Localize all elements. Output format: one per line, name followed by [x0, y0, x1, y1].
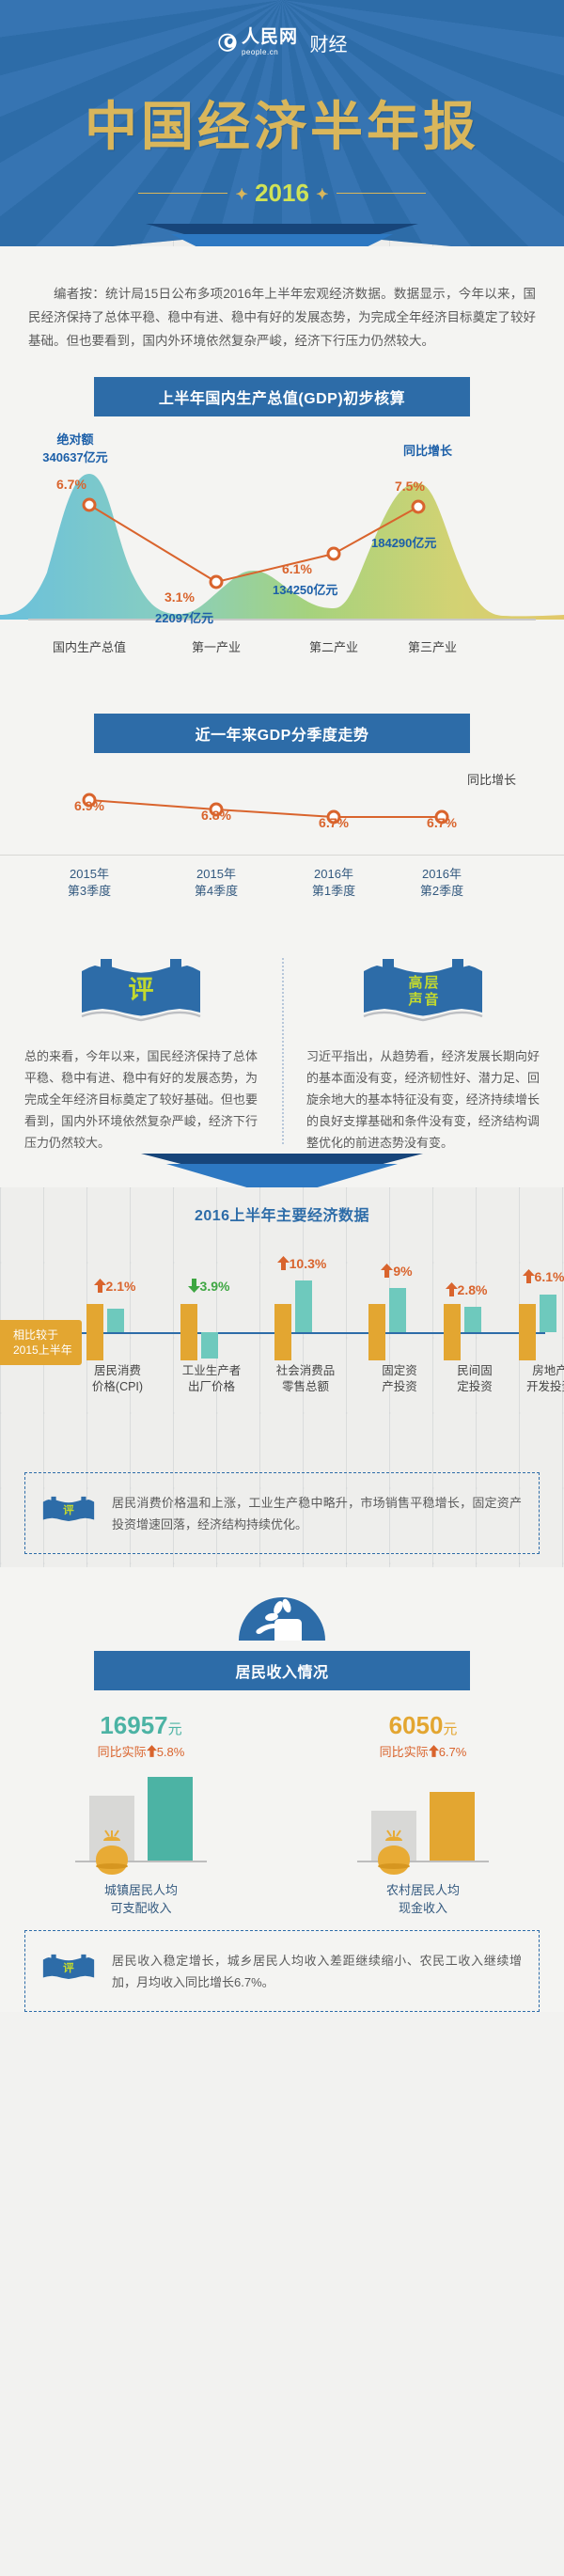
svg-text:评: 评 — [129, 976, 154, 1004]
svg-text:评: 评 — [63, 1504, 74, 1516]
svg-text:评: 评 — [63, 1962, 74, 1974]
